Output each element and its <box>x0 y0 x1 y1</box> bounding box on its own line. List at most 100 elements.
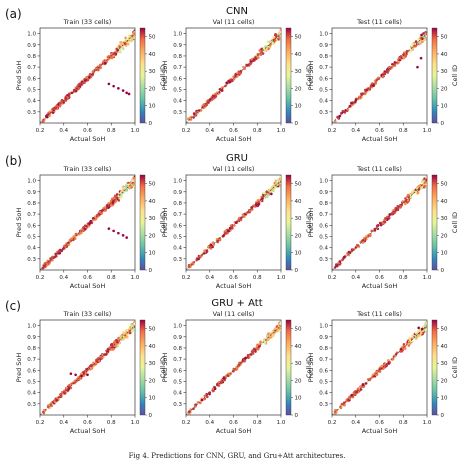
data-point <box>425 322 427 326</box>
colorbar <box>431 174 438 271</box>
data-point <box>213 93 217 96</box>
y-tick-label: 0.6 <box>173 76 182 82</box>
data-point <box>272 35 276 39</box>
data-point <box>411 42 414 46</box>
data-point <box>233 224 236 227</box>
y-tick-label: 0.9 <box>319 190 328 196</box>
data-point <box>267 332 270 335</box>
colorbar-tick-label: 0 <box>149 121 153 127</box>
colorbar-tick-label: 10 <box>295 396 302 402</box>
data-point <box>255 347 259 351</box>
colorbar-tick-label: 20 <box>295 86 302 92</box>
reference-line <box>186 325 281 415</box>
y-tick-label: 1.0 <box>27 32 36 38</box>
x-tick-label: 0.6 <box>229 128 238 134</box>
colorbar-tick-label: 10 <box>149 104 156 110</box>
outlier-point <box>416 65 419 69</box>
y-tick-label: 0.7 <box>319 65 328 71</box>
data-point <box>85 76 88 79</box>
data-point <box>130 329 134 333</box>
y-tick-label: 1.0 <box>27 324 36 330</box>
data-point <box>383 220 387 224</box>
x-tick-label: 1.0 <box>277 420 286 426</box>
colorbar-tick-label: 20 <box>441 86 448 92</box>
x-tick-label: 0.8 <box>399 275 408 281</box>
outlier-point <box>127 92 131 96</box>
plot-frame <box>331 27 428 124</box>
colorbar-tick-label: 40 <box>441 344 448 350</box>
colorbar-tick-label: 40 <box>441 52 448 58</box>
data-point <box>263 341 266 345</box>
y-tick-label: 0.7 <box>27 212 36 218</box>
data-point <box>396 204 400 208</box>
data-point <box>401 346 405 349</box>
x-tick-label: 0.4 <box>351 420 360 426</box>
x-tick-label: 0.4 <box>351 128 360 134</box>
scatter-points <box>40 28 135 123</box>
y-tick-label: 0.5 <box>27 379 36 385</box>
colorbar-tick-label: 30 <box>295 361 302 367</box>
y-tick-label: 0.8 <box>173 201 182 207</box>
outlier-point <box>69 372 73 375</box>
data-point <box>119 42 123 46</box>
colorbar <box>139 27 146 124</box>
reference-line <box>332 33 427 123</box>
scatter-points <box>332 321 427 415</box>
x-tick-label: 1.0 <box>277 275 286 281</box>
colorbar-tick-label: 10 <box>295 251 302 257</box>
outlier-point <box>419 56 423 60</box>
x-tick-label: 0.2 <box>182 420 191 426</box>
y-axis-label: Pred SoH <box>307 208 315 238</box>
data-point <box>103 206 107 210</box>
colorbar-tick-label: 40 <box>441 199 448 205</box>
x-tick-label: 0.4 <box>205 275 214 281</box>
data-point <box>396 207 400 210</box>
data-point <box>414 331 418 335</box>
y-axis-label: Pred SoH <box>161 353 169 383</box>
data-point <box>116 344 119 348</box>
colorbar-label: Cell ID <box>159 357 167 378</box>
y-tick-label: 0.7 <box>173 65 182 71</box>
data-point <box>370 229 374 233</box>
data-point <box>205 103 209 107</box>
data-point <box>417 334 420 337</box>
data-point <box>402 56 406 60</box>
outlier-point <box>112 84 115 88</box>
x-axis-label: Actual SoH <box>70 282 106 290</box>
x-tick-label: 0.2 <box>328 275 337 281</box>
x-tick-label: 1.0 <box>277 128 286 134</box>
data-point <box>120 196 123 199</box>
data-point <box>120 189 124 193</box>
data-point <box>125 328 129 332</box>
x-tick-label: 0.6 <box>375 275 384 281</box>
data-point <box>203 394 207 398</box>
data-point <box>403 347 407 350</box>
outlier-point <box>86 373 89 377</box>
data-point <box>274 179 278 183</box>
data-point <box>123 336 127 339</box>
y-tick-label: 0.9 <box>27 190 36 196</box>
x-tick-label: 0.4 <box>59 128 68 134</box>
data-point <box>125 37 129 41</box>
data-point <box>89 366 93 370</box>
data-point <box>223 378 226 381</box>
y-tick-label: 0.8 <box>319 346 328 352</box>
data-point <box>268 43 272 47</box>
data-point <box>378 370 382 373</box>
data-point <box>80 228 84 232</box>
row-tag: (b) <box>5 154 22 168</box>
data-point <box>361 241 365 244</box>
reference-line <box>40 180 135 270</box>
data-point <box>408 336 411 340</box>
data-point <box>359 388 363 391</box>
data-point <box>113 341 116 345</box>
data-point <box>364 382 368 385</box>
x-axis-label: Actual SoH <box>70 135 106 143</box>
data-point <box>279 28 281 31</box>
data-point <box>368 233 372 237</box>
panel-title: Val (11 cells) <box>213 18 255 26</box>
colorbar-tick-label: 40 <box>295 52 302 58</box>
data-point <box>121 46 124 49</box>
data-point <box>95 213 99 217</box>
scatter-points <box>332 175 427 270</box>
